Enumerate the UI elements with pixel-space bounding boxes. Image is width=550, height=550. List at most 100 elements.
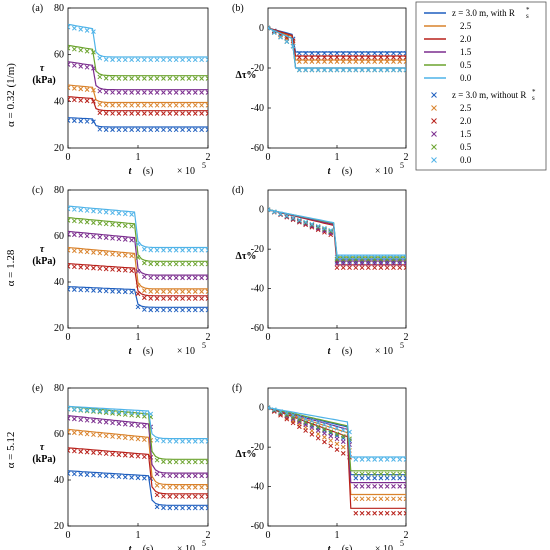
series-marker-z2_0 [353, 55, 359, 60]
series-marker-z2_0 [366, 265, 371, 271]
series-marker-z0_5 [278, 410, 283, 415]
series-marker-z1_5 [122, 421, 128, 427]
series-marker-z0_0 [129, 57, 134, 63]
series-marker-z0_0 [353, 67, 359, 73]
y-tick-label: -40 [251, 103, 264, 114]
legend-marker-z2_5 [431, 105, 437, 111]
series-marker-z0_5 [103, 75, 109, 81]
series-marker-z3_0 [97, 288, 103, 294]
series-marker-z0_5 [122, 223, 128, 229]
series-marker-z1_5 [378, 261, 384, 266]
y-axis-label: Δτ% [236, 449, 257, 460]
series-marker-z0_0 [384, 457, 390, 462]
series-marker-z0_5 [116, 76, 122, 81]
series-marker-z0_5 [91, 220, 96, 226]
series-marker-z1_5 [372, 261, 377, 266]
series-marker-z1_5 [403, 261, 406, 266]
series-marker-z0_5 [72, 46, 77, 52]
x-tick-label: 2 [404, 332, 409, 343]
series-marker-z2_0 [68, 97, 71, 102]
series-marker-z2_0 [391, 510, 396, 516]
series-marker-z0_0 [167, 57, 173, 63]
series-marker-z3_0 [110, 473, 115, 479]
series-marker-z0_5 [167, 459, 173, 465]
series-marker-z2_5 [334, 59, 340, 64]
legend-label-marker: 2.5 [460, 103, 472, 113]
series-marker-z2_0 [97, 450, 103, 456]
plot-area [68, 23, 208, 133]
series-marker-z3_0 [173, 307, 179, 313]
series-marker-z3_0 [91, 288, 96, 293]
panel-f: 0 1 2 -60 -40 -20 0 (f) Δτ% t (s) × 10 5 [232, 383, 409, 550]
series-marker-z0_0 [161, 247, 166, 253]
y-tick-label: 40 [54, 96, 64, 107]
series-marker-z2_0 [135, 453, 141, 459]
series-marker-z2_0 [315, 55, 321, 60]
series-marker-z2_5 [135, 436, 141, 442]
series-line-z0_5 [268, 407, 406, 472]
series-marker-z2_5 [78, 86, 84, 92]
row-label-2: α = 5.12 [5, 432, 17, 469]
series-marker-z0_5 [110, 411, 115, 416]
y-tick-label: -40 [251, 284, 264, 295]
series-marker-z3_0 [403, 475, 406, 481]
series-marker-z2_5 [84, 431, 90, 437]
series-marker-z2_5 [353, 59, 359, 64]
legend-label-with-sub: s [526, 12, 529, 20]
series-marker-z0_0 [384, 254, 390, 260]
series-marker-z2_5 [384, 496, 390, 502]
series-marker-z0_5 [384, 471, 390, 477]
series-marker-z2_0 [173, 494, 179, 499]
series-marker-z2_5 [167, 484, 173, 490]
series-marker-z0_5 [142, 260, 147, 266]
series-marker-z0_5 [129, 223, 134, 229]
series-marker-z1_5 [103, 89, 109, 95]
series-marker-z2_5 [403, 496, 406, 502]
series-marker-z0_5 [391, 471, 396, 477]
x-tick-label: 2 [404, 152, 409, 163]
x-axis-exponent-power: 5 [400, 341, 404, 350]
series-marker-z0_0 [397, 457, 403, 462]
series-marker-z2_5 [91, 432, 96, 438]
series-marker-z0_0 [91, 29, 96, 34]
series-marker-z2_0 [384, 510, 390, 516]
series-marker-z0_0 [378, 67, 384, 73]
series-marker-z1_5 [372, 484, 377, 489]
legend-label-line: 1.5 [460, 47, 472, 57]
series-marker-z0_0 [205, 439, 208, 444]
series-marker-z2_0 [353, 265, 359, 271]
series-marker-z3_0 [205, 307, 208, 313]
series-marker-z1_5 [116, 236, 122, 242]
series-marker-z3_0 [148, 307, 154, 313]
series-marker-z0_0 [91, 408, 96, 413]
series-marker-z0_0 [347, 67, 352, 73]
series-marker-z0_5 [180, 261, 185, 267]
x-axis-label: t [328, 544, 332, 550]
series-marker-z2_5 [347, 59, 352, 64]
series-marker-z0_0 [334, 254, 340, 260]
series-marker-z0_0 [328, 227, 334, 233]
y-tick-label: -60 [251, 323, 264, 334]
legend-label-without-sub: s [532, 94, 535, 102]
series-marker-z2_5 [122, 435, 128, 441]
series-marker-z2_5 [180, 289, 185, 295]
series-marker-z1_5 [148, 90, 154, 95]
series-marker-z0_0 [68, 406, 71, 412]
series-marker-z0_0 [116, 409, 122, 415]
panel-label: (a) [32, 3, 43, 14]
legend-label-marker: 1.5 [460, 129, 472, 139]
series-marker-z3_0 [359, 475, 365, 481]
x-axis-exponent-power: 5 [202, 161, 206, 170]
series-marker-z2_5 [322, 434, 327, 440]
series-marker-z1_5 [72, 232, 77, 238]
plot-area [268, 405, 406, 516]
series-marker-z1_5 [186, 275, 192, 281]
series-marker-z0_5 [84, 48, 90, 54]
series-line-z0_0 [68, 23, 208, 58]
series-marker-z3_0 [297, 50, 302, 56]
series-marker-z2_0 [199, 494, 204, 499]
series-marker-z2_5 [72, 430, 77, 436]
series-marker-z0_0 [271, 407, 277, 412]
series-marker-z1_5 [391, 484, 396, 489]
series-marker-z0_5 [122, 76, 128, 81]
